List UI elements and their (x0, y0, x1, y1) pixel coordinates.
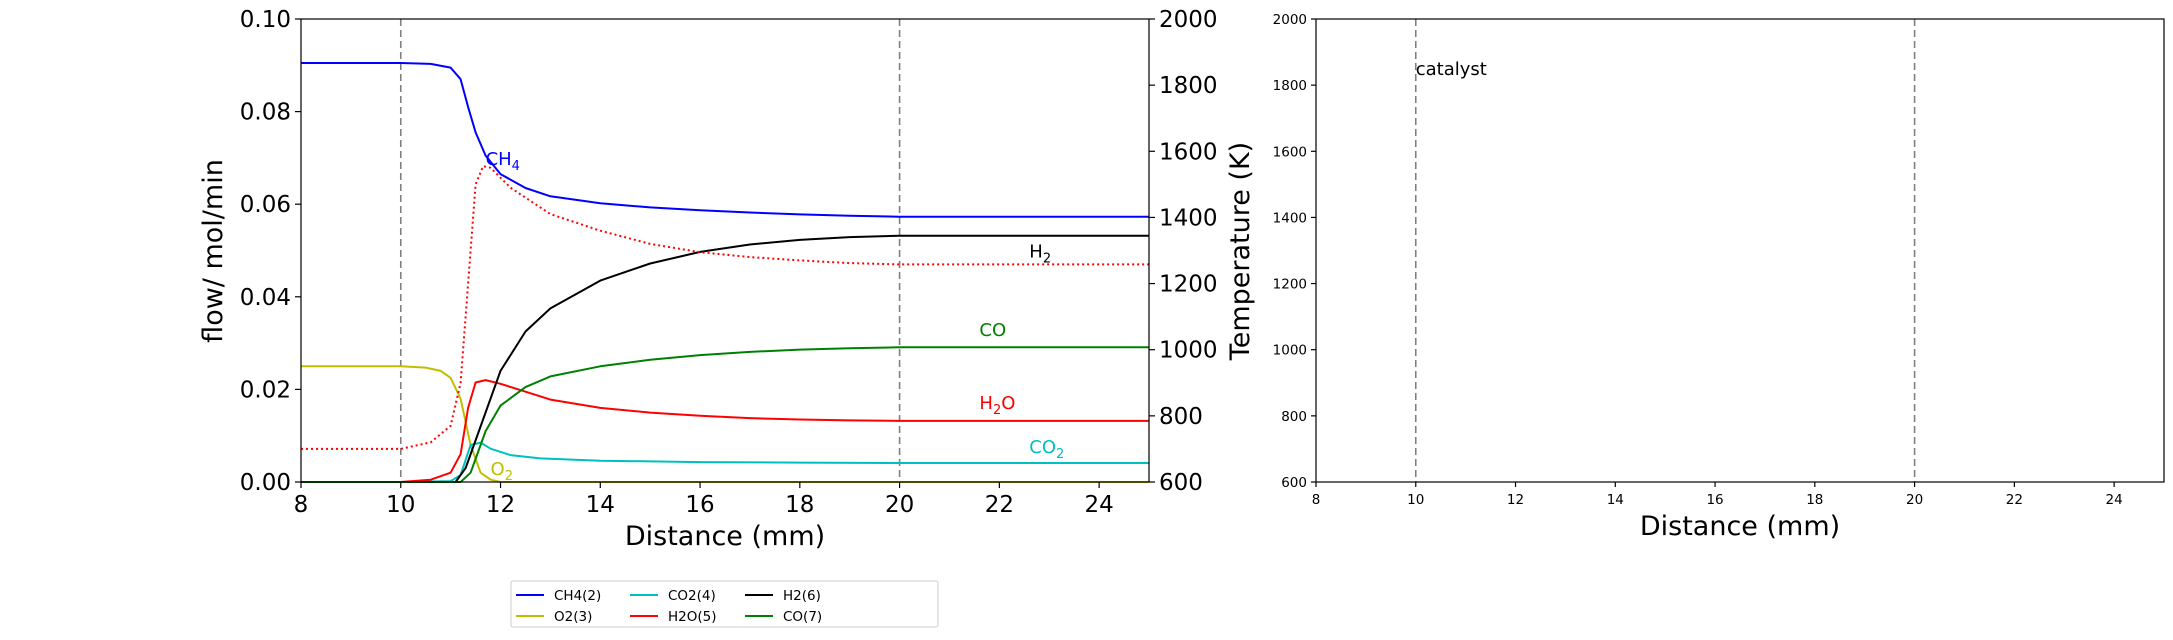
left-y-ticks: 0.00 0.02 0.04 0.06 0.08 0.10 (240, 7, 301, 496)
right-y-ticks: 600 800 1000 1200 1400 1600 1800 2000 (1273, 12, 1316, 491)
right-panel-y-tick-label: 1600 (1273, 144, 1307, 160)
right-x-tick-label: 20 (1906, 492, 1923, 508)
right-x-tick-label: 22 (2006, 492, 2023, 508)
right-panel-y-tick-label: 1200 (1273, 277, 1307, 293)
right-x-tick-label: 12 (1507, 492, 1524, 508)
left-x-tick-label: 16 (685, 492, 714, 518)
series-annotation: H2 (1029, 241, 1051, 266)
left-y-axis-label: flow/ mol/min (198, 159, 229, 343)
right-axes-frame (1315, 18, 2165, 483)
right-y-axis-label: Temperature (K) (1225, 142, 1256, 361)
series-line-co7 (301, 346, 1149, 483)
right-y-tick-label: 600 (1159, 470, 1203, 496)
right-annotations: catalyst (1416, 59, 1487, 80)
right-panel-y-tick-label: 2000 (1273, 12, 1307, 28)
series-annotation: CO (979, 320, 1006, 341)
series-annotation: H2O (979, 393, 1015, 418)
series-annotation: CO2 (1029, 437, 1064, 462)
right-y-tick-label: 1400 (1159, 205, 1218, 231)
right-panel-y-tick-label: 800 (1281, 409, 1307, 425)
left-x-ticks: 8 10 12 14 16 18 20 22 24 (294, 482, 1114, 518)
right-y-tick-label: 1600 (1159, 139, 1218, 165)
legend-label: CO(7) (783, 609, 822, 625)
series-line-h2o5 (301, 379, 1149, 483)
left-y-tick-label: 0.04 (240, 285, 291, 311)
left-y-tick-label: 0.00 (240, 470, 291, 496)
left-annotations: CH4 H2 CO H2O CO2 O2 (486, 149, 1065, 484)
left-chart: 8 10 12 14 16 18 20 22 24 0.000.020.040.060.080.… (198, 7, 1256, 552)
legend-label: CO2(4) (668, 588, 716, 604)
series-line-ch42 (301, 62, 1149, 218)
left-x-tick-label: 14 (586, 492, 615, 518)
right-x-tick-label: 18 (1806, 492, 1823, 508)
right-x-tick-label: 8 (1312, 492, 1321, 508)
right-x-tick-label: 14 (1607, 492, 1624, 508)
left-x-tick-label: 10 (386, 492, 415, 518)
series-line-o23 (301, 365, 1149, 483)
catalyst-label: catalyst (1416, 59, 1487, 80)
right-panel-y-tick-label: 1800 (1273, 78, 1307, 94)
legend-label: H2(6) (783, 588, 821, 604)
right-x-axis-label: Distance (mm) (1640, 511, 1840, 542)
legend-frame (510, 580, 939, 628)
series-line-temperature (301, 165, 1149, 450)
left-y-tick-label: 0.02 (240, 377, 291, 403)
right-y-tick-label: 1800 (1159, 73, 1218, 99)
right-plot-area (1414, 19, 1916, 482)
series-line-co24 (301, 441, 1149, 483)
left-right-y-ticks: 600 800 1000 1200 1400 1600 1800 2000 (1149, 7, 1218, 496)
right-x-ticks: 8 10 12 14 16 18 20 22 24 (1312, 482, 2123, 508)
left-axes-frame (300, 18, 1150, 483)
left-x-tick-label: 18 (785, 492, 814, 518)
right-panel-y-tick-label: 600 (1281, 475, 1307, 491)
series-line-h26 (301, 234, 1149, 483)
right-y-tick-label: 1000 (1159, 338, 1218, 364)
legend-label: H2O(5) (668, 609, 717, 625)
left-x-axis-label: Distance (mm) (625, 521, 825, 552)
left-y-tick-label: 0.10 (240, 7, 291, 33)
left-x-tick-label: 20 (885, 492, 914, 518)
legend-label: CH4(2) (554, 588, 601, 604)
left-x-tick-label: 24 (1084, 492, 1113, 518)
left-x-tick-label: 12 (486, 492, 515, 518)
left-y-tick-label: 0.06 (240, 192, 291, 218)
left-plot-area (301, 19, 1149, 483)
right-panel-y-tick-label: 1000 (1273, 343, 1307, 359)
series-annotation: O2 (491, 459, 513, 484)
series-annotation: CH4 (486, 149, 520, 174)
right-x-tick-label: 24 (2106, 492, 2123, 508)
legend-label: O2(3) (554, 609, 592, 625)
right-y-tick-label: 800 (1159, 404, 1203, 430)
right-x-tick-label: 16 (1706, 492, 1723, 508)
right-panel-y-tick-label: 1400 (1273, 210, 1307, 226)
legend: CH4(2) O2(3) CO2(4) H2O(5) H2(6) CO(7) (510, 580, 939, 628)
right-y-tick-label: 1200 (1159, 272, 1218, 298)
left-x-tick-label: 22 (985, 492, 1014, 518)
right-chart: 8 10 12 14 16 18 20 22 24 600 800 1000 1200 1400 1600… (1273, 12, 2165, 542)
left-x-tick-label: 8 (294, 492, 309, 518)
right-x-tick-label: 10 (1407, 492, 1424, 508)
left-y-tick-label: 0.08 (240, 100, 291, 126)
right-y-tick-label: 2000 (1159, 7, 1218, 33)
